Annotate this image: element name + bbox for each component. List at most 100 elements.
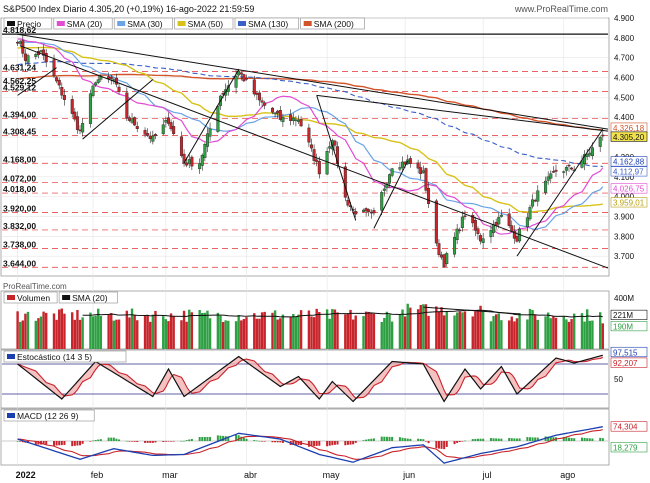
candle[interactable] xyxy=(52,59,56,76)
candle[interactable] xyxy=(153,134,157,136)
candle[interactable] xyxy=(161,124,165,135)
candle[interactable] xyxy=(533,199,537,202)
candle[interactable] xyxy=(455,228,459,241)
candle[interactable] xyxy=(567,164,571,167)
candle[interactable] xyxy=(551,171,555,173)
candle[interactable] xyxy=(291,117,295,121)
candle[interactable] xyxy=(385,183,389,189)
candle[interactable] xyxy=(146,133,150,136)
candle[interactable] xyxy=(421,170,425,173)
candle[interactable] xyxy=(583,154,587,165)
candle[interactable] xyxy=(190,156,194,167)
legend-box[interactable] xyxy=(300,17,365,30)
candle[interactable] xyxy=(585,154,589,157)
candle[interactable] xyxy=(510,225,514,232)
candle[interactable] xyxy=(380,192,384,211)
candle[interactable] xyxy=(182,153,186,164)
candle[interactable] xyxy=(382,188,386,191)
candle[interactable] xyxy=(143,130,147,135)
candle[interactable] xyxy=(16,42,20,44)
candle[interactable] xyxy=(289,114,293,121)
candle[interactable] xyxy=(198,163,202,170)
candle[interactable] xyxy=(310,144,314,149)
candle[interactable] xyxy=(57,79,61,86)
candle[interactable] xyxy=(588,152,592,156)
candle[interactable] xyxy=(598,137,602,147)
legend-box[interactable] xyxy=(3,350,127,363)
candle[interactable] xyxy=(544,180,548,193)
candle[interactable] xyxy=(440,254,444,258)
candle[interactable] xyxy=(476,228,480,234)
candle[interactable] xyxy=(515,235,519,242)
candle[interactable] xyxy=(362,209,366,212)
candle[interactable] xyxy=(601,134,605,137)
candle[interactable] xyxy=(133,117,137,126)
candle[interactable] xyxy=(278,110,282,120)
candle[interactable] xyxy=(492,224,496,233)
candle[interactable] xyxy=(479,235,483,242)
candle[interactable] xyxy=(234,75,238,88)
candle[interactable] xyxy=(78,129,82,132)
candle[interactable] xyxy=(369,211,373,214)
candle[interactable] xyxy=(434,200,438,244)
candle[interactable] xyxy=(263,102,267,106)
candle[interactable] xyxy=(590,147,594,157)
volume-panel[interactable] xyxy=(0,290,610,350)
candle[interactable] xyxy=(172,126,176,135)
candle[interactable] xyxy=(127,117,131,121)
candle[interactable] xyxy=(239,72,243,75)
candle[interactable] xyxy=(130,118,134,123)
candle[interactable] xyxy=(528,207,532,220)
candle[interactable] xyxy=(473,220,477,231)
candle[interactable] xyxy=(354,211,358,215)
macd-panel[interactable] xyxy=(0,408,610,466)
candle[interactable] xyxy=(481,238,485,243)
candle[interactable] xyxy=(564,167,568,171)
candle[interactable] xyxy=(34,53,38,57)
candle[interactable] xyxy=(281,116,285,122)
candle[interactable] xyxy=(255,92,259,95)
candle[interactable] xyxy=(525,217,529,228)
candle[interactable] xyxy=(296,119,300,122)
candle[interactable] xyxy=(580,160,584,168)
candle[interactable] xyxy=(55,77,59,82)
candle[interactable] xyxy=(81,123,85,133)
candle[interactable] xyxy=(117,86,121,92)
candle[interactable] xyxy=(427,188,431,204)
candle[interactable] xyxy=(408,158,412,164)
candle[interactable] xyxy=(26,55,30,63)
candle[interactable] xyxy=(208,128,212,137)
candle[interactable] xyxy=(460,216,464,228)
candle[interactable] xyxy=(497,217,501,225)
candle[interactable] xyxy=(75,116,79,130)
candle[interactable] xyxy=(554,169,558,172)
legend-box[interactable] xyxy=(174,17,234,30)
candle[interactable] xyxy=(148,135,152,140)
candle[interactable] xyxy=(200,154,204,166)
candle[interactable] xyxy=(96,79,100,83)
candle[interactable] xyxy=(244,77,248,80)
legend-box[interactable] xyxy=(3,291,58,304)
candle[interactable] xyxy=(107,76,111,79)
candle[interactable] xyxy=(94,82,98,86)
candle[interactable] xyxy=(471,214,475,224)
candle[interactable] xyxy=(346,200,350,206)
candle[interactable] xyxy=(489,230,493,238)
stochastic-panel[interactable] xyxy=(0,349,610,409)
candle[interactable] xyxy=(531,199,535,207)
legend-box[interactable] xyxy=(58,291,118,304)
candle[interactable] xyxy=(437,243,441,255)
candle[interactable] xyxy=(424,168,428,191)
candle[interactable] xyxy=(164,120,168,123)
candle[interactable] xyxy=(562,171,566,173)
candle[interactable] xyxy=(169,122,173,130)
candle[interactable] xyxy=(343,166,347,198)
legend-box[interactable] xyxy=(3,409,95,422)
legend-box[interactable] xyxy=(3,17,53,30)
candle[interactable] xyxy=(114,77,118,85)
candle[interactable] xyxy=(294,119,298,122)
candle[interactable] xyxy=(458,229,462,232)
candle[interactable] xyxy=(205,133,209,147)
candle[interactable] xyxy=(60,87,64,96)
candle[interactable] xyxy=(179,136,183,156)
